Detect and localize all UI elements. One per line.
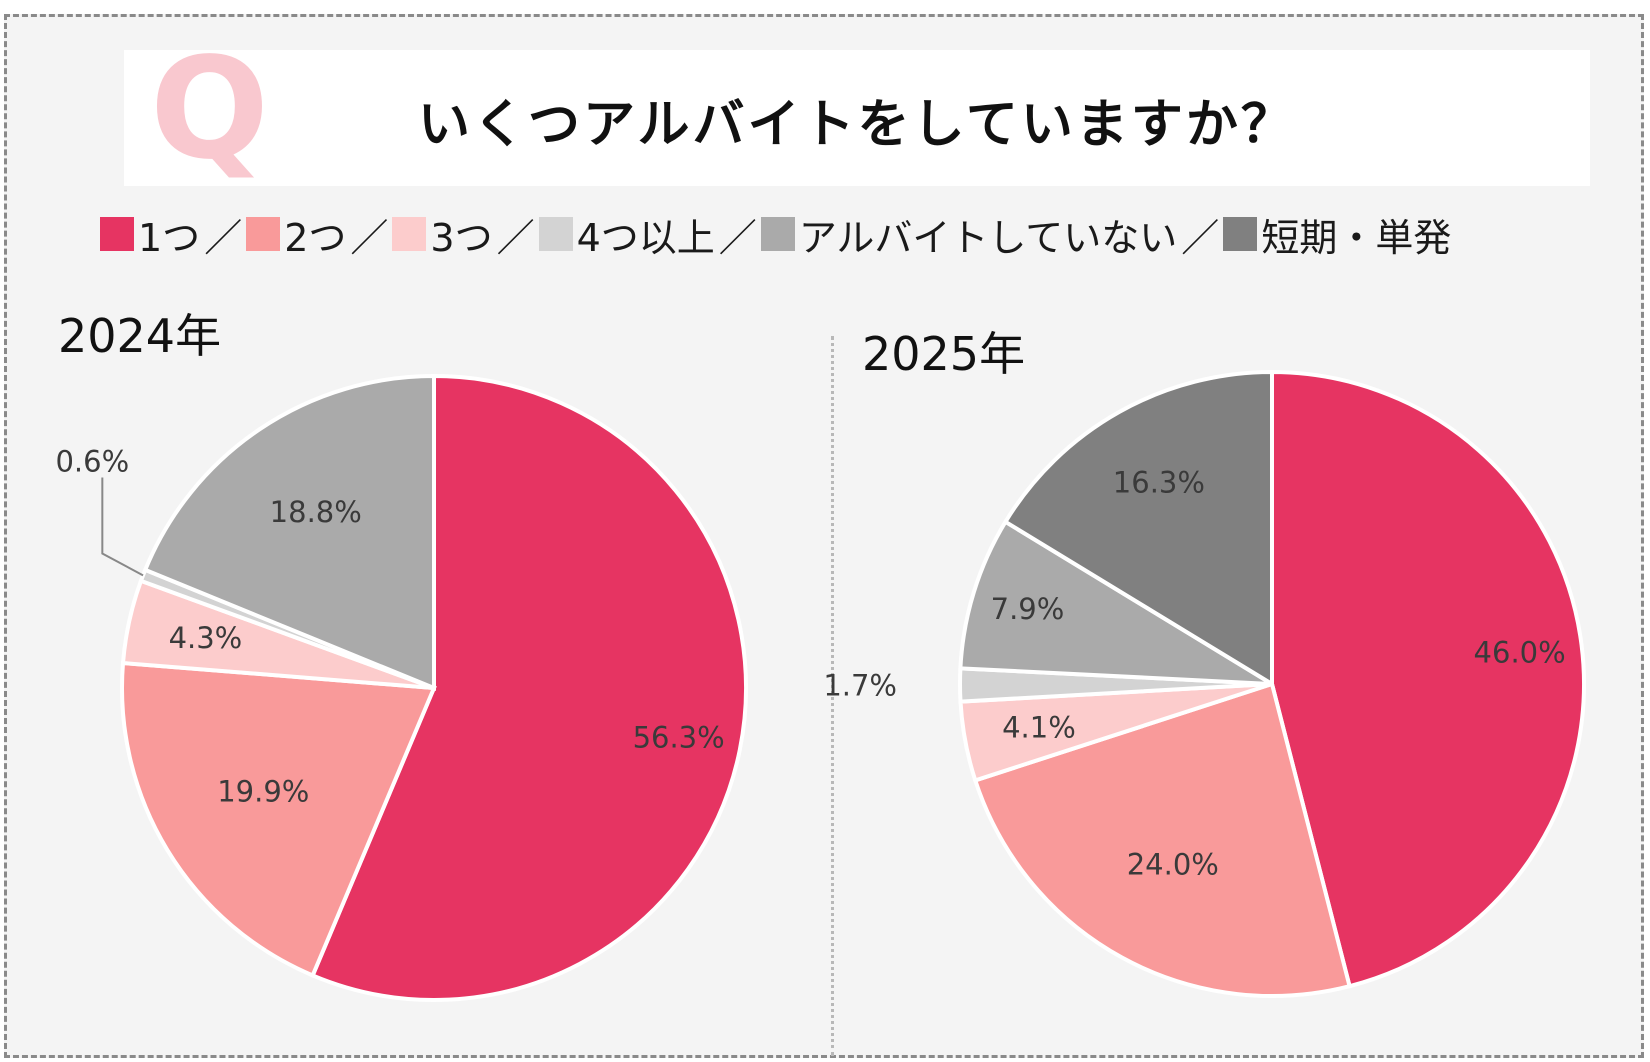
leader-line [101, 477, 144, 577]
legend-label: アルバイトしていない [798, 215, 1178, 260]
chart-title-2025: 2025年 [862, 327, 1026, 381]
legend: 1つ／ 2つ／ 3つ／ 4つ以上／アルバイトしていない／短期・単発 [100, 206, 1600, 262]
title-band [124, 50, 1590, 186]
data-label: 7.9% [991, 592, 1065, 626]
data-label: 0.6% [55, 445, 129, 479]
pie-slice [972, 681, 1353, 998]
legend-label: 3つ [430, 215, 493, 260]
legend-label: 4つ以上 [576, 215, 715, 260]
legend-separator: ／ [718, 215, 757, 260]
legend-swatch [100, 217, 134, 251]
legend-item: 2つ [246, 207, 346, 262]
pie-2024年: 56.3% 19.9% 4.3% 0.6% 18.8% [55, 373, 748, 1002]
data-label: 4.3% [169, 621, 243, 655]
legend-separator: ／ [1181, 215, 1220, 260]
pie-slice [120, 660, 437, 979]
legend-item: 4つ以上 [538, 207, 715, 262]
question-mark-logo: Q [150, 28, 270, 191]
pie-slice [958, 519, 1274, 686]
data-label: 24.0% [1127, 847, 1219, 881]
pie-slice [142, 373, 436, 691]
legend-item: アルバイトしていない [760, 207, 1178, 262]
legend-swatch [538, 217, 573, 251]
legend-item: 1つ [100, 207, 200, 262]
pie-slice [1002, 369, 1274, 688]
legend-item: 3つ [392, 207, 493, 262]
legend-item: 短期・単発 [1223, 207, 1451, 262]
legend-label: 2つ [284, 215, 347, 260]
data-label: 46.0% [1474, 636, 1566, 670]
legend-separator: ／ [496, 215, 535, 260]
legend-swatch [1223, 217, 1258, 251]
data-label: 16.3% [1113, 466, 1205, 500]
legend-swatch [246, 217, 281, 251]
question-title: いくつアルバイトをしていますか？ [418, 95, 1296, 155]
legend-separator: ／ [204, 215, 243, 260]
data-label: 19.9% [217, 775, 309, 809]
chart-title-2024: 2024年 [58, 309, 222, 363]
pie-2025年: 46.0% 24.0% 4.1% 1.7% 7.9% 16.3% [823, 369, 1586, 998]
data-label: 1.7% [823, 668, 897, 702]
legend-swatch [392, 217, 427, 251]
pie-slice [1270, 369, 1586, 989]
pie-slice [310, 373, 748, 1002]
legend-separator: ／ [350, 215, 389, 260]
legend-swatch [760, 217, 795, 251]
chart-divider [831, 336, 834, 1056]
legend-label: 短期・単発 [1261, 215, 1452, 260]
data-label: 4.1% [1002, 711, 1076, 745]
data-label: 18.8% [270, 495, 362, 529]
data-label: 56.3% [633, 721, 725, 755]
legend-label: 1つ [138, 215, 201, 260]
